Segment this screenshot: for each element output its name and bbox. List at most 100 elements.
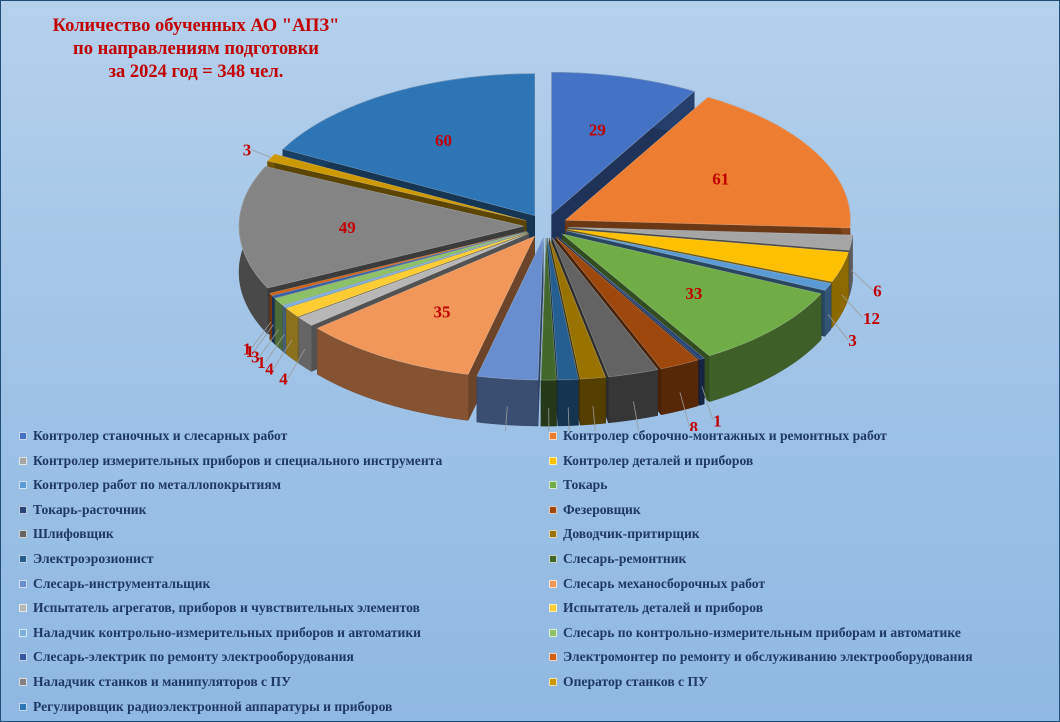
legend-entry: Слесарь-ремонтник [549,549,686,569]
legend-entry: Контролер работ по металлопокрытиям [19,475,281,495]
data-label: 1 [257,353,266,372]
legend-swatch [19,579,27,588]
legend-label: Слесарь-ремонтник [563,551,687,566]
legend-swatch [19,678,27,686]
data-label: 1 [245,342,254,361]
legend-label: Оператор станков с ПУ [563,674,709,689]
legend-entry: Испытатель деталей и приборов [549,598,763,618]
data-label: 4 [265,360,274,379]
legend-swatch [19,702,27,711]
legend-entry: Доводчик-притирщик [549,524,700,544]
leader-line [259,329,280,357]
leader-line [841,294,864,319]
data-label: 8 [690,418,699,431]
legend-entry: Слесарь-электрик по ремонту электрообору… [19,647,354,667]
legend-entry: Слесарь по контрольно-измерительным приб… [549,623,961,643]
legend-label: Токарь-расточник [33,501,147,517]
legend-label: Испытатель деталей и приборов [563,600,764,616]
pie-slices [238,72,853,427]
data-label: 29 [589,120,606,139]
legend-entry: Контролер измерительных приборов и специ… [19,451,442,471]
legend-label: Слесарь-инструментальщик [33,575,211,591]
legend-entry: Контролер деталей и приборов [549,451,753,471]
legend-label: Слесарь-электрик по ремонту электрообору… [33,649,354,665]
legend-swatch [549,579,557,588]
leader-line [273,339,293,369]
legend-entry: Испытатель агрегатов, приборов и чувстви… [19,598,420,618]
data-label: 12 [863,309,880,328]
chart-legend: Контролер станочных и слесарных работ Кон… [19,426,1059,718]
leader-line [633,401,640,431]
leader-line [701,386,714,421]
legend-entry: Электромонтер по ремонту и обслуживанию … [549,647,973,667]
chart-title-line-3: за 2024 год = 348 чел. [108,62,284,82]
legend-label: Шлифовщик [33,526,114,542]
legend-swatch [19,456,27,465]
data-label: 60 [435,131,452,150]
data-label: 35 [434,302,451,321]
legend-swatch [549,432,557,440]
legend-label: Слесарь по контрольно-измерительным приб… [563,624,961,640]
data-label: 4 [279,370,288,389]
leader-line [253,324,274,352]
data-label: 61 [712,169,729,188]
data-label: 1 [713,411,722,430]
legend-swatch [19,505,27,514]
pie-slice [540,238,557,427]
legend-swatch [19,432,27,440]
leader-line [592,405,596,431]
legend-entry: Шлифовщик [19,524,114,544]
data-label: 33 [685,284,702,303]
legend-label: Электромонтер по ремонту и обслуживанию … [563,649,973,665]
leader-line [505,406,508,431]
chart-title-line-2: по направлениям подготовки [73,39,319,59]
legend-swatch [19,604,27,613]
legend-swatch [549,653,557,662]
leader-line [265,334,285,363]
legend-entry: Наладчик станков и манипуляторов с ПУ [19,672,291,692]
legend-label: Контролер деталей и приборов [563,452,754,468]
legend-entry: Оператор станков с ПУ [549,672,708,692]
legend-label: Контролер работ по металлопокрытиям [33,477,282,493]
legend-entry: Контролер сборочно-монтажных и ремонтных… [549,426,887,446]
leader-line [251,149,272,158]
legend-swatch [19,530,27,539]
legend-label: Регулировщик радиоэлектронной аппаратуры… [33,698,393,714]
legend-label: Контролер измерительных приборов и специ… [33,452,443,468]
leader-line [287,348,306,379]
legend-entry: Контролер станочных и слесарных работ [19,426,287,446]
legend-swatch [19,653,27,662]
legend-entry: Регулировщик радиоэлектронной аппаратуры… [19,697,392,717]
legend-entry: Токарь-расточник [19,500,146,520]
data-labels: 29616123331810543123544131149360 [243,120,882,431]
legend-entry: Слесарь-инструментальщик [19,574,210,594]
data-label: 3 [848,331,857,350]
legend-swatch [19,481,27,490]
data-label: 1 [243,339,252,358]
leader-line [250,321,272,349]
data-label: 3 [251,348,260,367]
chart-title-line-1: Количество обученных АО "АПЗ" [52,16,340,36]
legend-swatch [549,555,557,563]
legend-label: Доводчик-притирщик [563,526,700,542]
legend-swatch [549,505,557,514]
legend-entry: Фезеровщик [549,500,641,520]
legend-swatch [19,628,27,637]
legend-swatch [549,678,557,686]
data-label: 6 [873,282,882,301]
pie-chart: 29616123331810543123544131149360 [238,72,882,431]
legend-entry: Токарь [549,475,607,495]
legend-label: Токарь [563,477,608,493]
legend-label: Контролер станочных и слесарных работ [33,428,288,443]
legend-swatch [549,530,557,539]
legend-entry: Электроэрозионист [19,549,154,569]
legend-label: Слесарь механосборочных работ [563,575,766,591]
legend-swatch [549,456,557,465]
legend-label: Электроэрозионист [33,551,154,566]
legend-label: Испытатель агрегатов, приборов и чувстви… [33,600,420,616]
legend-label: Фезеровщик [563,501,641,517]
data-label: 3 [243,141,252,160]
data-label: 49 [339,218,356,237]
legend-label: Контролер сборочно-монтажных и ремонтных… [563,428,887,443]
